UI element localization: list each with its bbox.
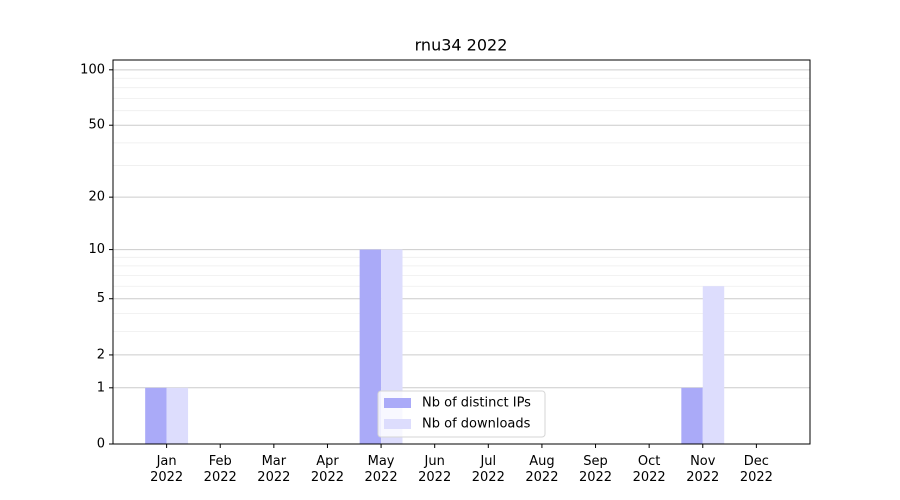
y-tick-label: 100 [80,62,105,77]
legend-swatch [384,419,411,429]
bar [145,387,167,444]
x-tick-label: Dec 2022 [740,454,773,485]
x-tick-label: Feb 2022 [204,454,237,485]
x-tick-label: Jun 2022 [418,454,451,485]
y-tick-label: 5 [97,291,105,306]
legend: Nb of distinct IPs Nb of downloads [377,390,546,438]
plot-frame [112,59,811,445]
x-tick-label: Apr 2022 [311,454,344,485]
y-tick-label: 1 [97,380,105,395]
x-tick-label: Mar 2022 [257,454,290,485]
x-tick-label: Oct 2022 [633,454,666,485]
bar [681,387,703,444]
y-tick-label: 20 [88,190,105,205]
x-tick-label: May 2022 [365,454,398,485]
x-tick-label: Sep 2022 [579,454,612,485]
y-tick-label: 50 [88,118,105,133]
legend-label: Nb of distinct IPs [422,396,531,411]
y-tick-label: 0 [97,437,105,452]
legend-label: Nb of downloads [422,417,531,432]
y-tick-label: 10 [88,242,105,257]
legend-box [377,390,546,438]
x-tick-label: Nov 2022 [686,454,719,485]
bar [166,387,189,444]
bar [702,286,725,444]
y-tick-label: 2 [97,347,105,362]
x-tick-label: Jan 2022 [150,454,183,485]
chart-title: rnu34 2022 [415,36,508,55]
legend-swatch [384,398,411,408]
bar [359,249,382,444]
x-tick-label: Aug 2022 [525,454,558,485]
x-tick-label: Jul 2022 [472,454,505,485]
